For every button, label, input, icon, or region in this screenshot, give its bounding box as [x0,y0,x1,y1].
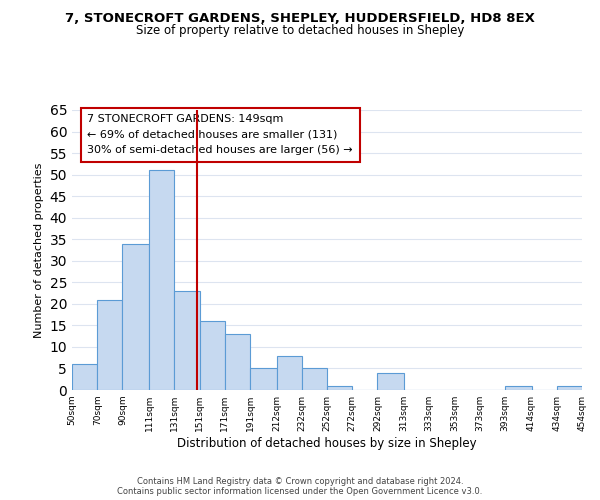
Text: 7, STONECROFT GARDENS, SHEPLEY, HUDDERSFIELD, HD8 8EX: 7, STONECROFT GARDENS, SHEPLEY, HUDDERSF… [65,12,535,26]
Bar [174,291,199,390]
Bar [122,244,149,390]
Text: Size of property relative to detached houses in Shepley: Size of property relative to detached ho… [136,24,464,37]
Bar [302,368,327,390]
Bar [505,386,532,390]
Bar [250,368,277,390]
Bar [327,386,352,390]
Bar [199,321,225,390]
Text: Contains public sector information licensed under the Open Government Licence v3: Contains public sector information licen… [118,488,482,496]
Bar [72,364,97,390]
Text: 7 STONECROFT GARDENS: 149sqm
← 69% of detached houses are smaller (131)
30% of s: 7 STONECROFT GARDENS: 149sqm ← 69% of de… [88,114,353,156]
X-axis label: Distribution of detached houses by size in Shepley: Distribution of detached houses by size … [177,437,477,450]
Y-axis label: Number of detached properties: Number of detached properties [34,162,44,338]
Bar [557,386,582,390]
Bar [277,356,302,390]
Bar [377,373,404,390]
Bar [149,170,174,390]
Bar [97,300,122,390]
Bar [225,334,250,390]
Text: Contains HM Land Registry data © Crown copyright and database right 2024.: Contains HM Land Registry data © Crown c… [137,478,463,486]
